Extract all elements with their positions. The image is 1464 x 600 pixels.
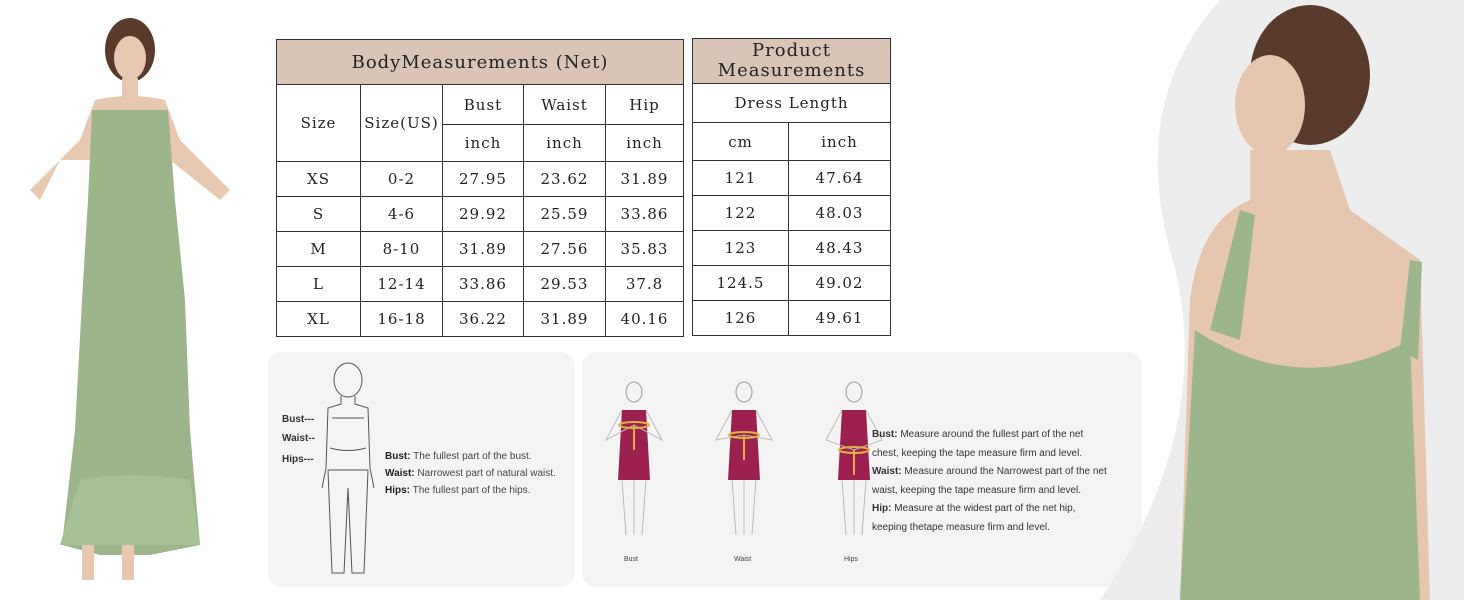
model-photo-back — [1100, 0, 1464, 600]
cell-bust: 27.95 — [442, 161, 524, 197]
cell-bust: 33.86 — [442, 266, 524, 302]
unit-waist: inch — [523, 124, 606, 162]
cell-size-us: 16-18 — [360, 301, 443, 337]
cell-size-us: 0-2 — [360, 161, 443, 197]
measuring-figure-hips: Hips — [814, 380, 894, 563]
cell-waist: 25.59 — [523, 196, 606, 232]
cell-hip: 33.86 — [604, 196, 685, 232]
guide-right-text: Bust: Measure around the fullest part of… — [872, 429, 1107, 533]
cell-inch: 48.03 — [787, 195, 892, 231]
header-size: Size — [276, 84, 361, 162]
table-row: 126 49.61 — [692, 300, 892, 336]
body-measurements-table: BodyMeasurements (Net) Size Size(US) Bus… — [275, 39, 685, 337]
cell-waist: 29.53 — [523, 266, 606, 302]
dress-figure-icon — [604, 381, 664, 536]
measuring-figure-bust: Bust — [594, 380, 674, 563]
cell-size-us: 8-10 — [360, 231, 443, 267]
cell-hip: 37.8 — [604, 266, 685, 302]
unit-cm: cm — [692, 122, 789, 161]
product-measurements-table: Product Measurements Dress Length cm inc… — [691, 38, 892, 336]
cell-size: L — [276, 266, 361, 302]
cell-bust: 29.92 — [442, 196, 524, 232]
table-row: XL 16-18 36.22 31.89 40.16 — [276, 301, 685, 337]
header-hip: Hip — [604, 84, 685, 125]
measurement-guide-left: Bust--- Waist-- Hips--- Bust: The fulles… — [268, 352, 575, 587]
cell-hip: 35.83 — [604, 231, 685, 267]
cell-inch: 47.64 — [787, 160, 892, 196]
figure-label: Waist — [734, 556, 752, 563]
cell-cm: 121 — [692, 160, 789, 196]
side-label-hips: Hips--- — [282, 454, 314, 465]
cell-inch: 49.61 — [787, 300, 892, 336]
unit-inch: inch — [787, 122, 892, 161]
dress-figure-icon — [715, 381, 773, 536]
cell-cm: 122 — [692, 195, 789, 231]
header-waist: Waist — [523, 84, 606, 125]
measuring-figure-waist: Waist — [704, 380, 784, 563]
cell-size: S — [276, 196, 361, 232]
figure-label: Bust — [624, 556, 639, 563]
unit-hip: inch — [604, 124, 685, 162]
table-row: M 8-10 31.89 27.56 35.83 — [276, 231, 685, 267]
cell-cm: 123 — [692, 230, 789, 266]
product-table-title: Product Measurements — [691, 38, 892, 84]
cell-size: M — [276, 231, 361, 267]
cell-waist: 23.62 — [523, 161, 606, 197]
cell-bust: 31.89 — [442, 231, 524, 267]
cell-hip: 40.16 — [604, 301, 685, 337]
cell-size-us: 4-6 — [360, 196, 443, 232]
model-photo-front — [30, 18, 230, 580]
header-bust: Bust — [442, 84, 524, 125]
cell-hip: 31.89 — [604, 161, 685, 197]
table-row: S 4-6 29.92 25.59 33.86 — [276, 196, 685, 232]
side-label-bust: Bust--- — [282, 414, 315, 425]
table-row: 122 48.03 — [692, 195, 892, 231]
side-label-waist: Waist-- — [282, 433, 315, 444]
table-row: 124.5 49.02 — [692, 265, 892, 301]
figure-label: Hips — [844, 556, 859, 563]
measurement-guide-right: Bust Waist Hips Bust: Measure around the… — [582, 352, 1142, 587]
cell-waist: 27.56 — [523, 231, 606, 267]
dress-figure-icon — [825, 381, 883, 536]
guide-left-text: Bust: The fullest part of the bust. Wais… — [385, 451, 556, 496]
cell-bust: 36.22 — [442, 301, 524, 337]
body-outline-figure — [321, 362, 375, 574]
header-size-us: Size(US) — [360, 84, 443, 162]
cell-size: XS — [276, 161, 361, 197]
table-row: XS 0-2 27.95 23.62 31.89 — [276, 161, 685, 197]
cell-inch: 48.43 — [787, 230, 892, 266]
unit-bust: inch — [442, 124, 524, 162]
cell-size: XL — [276, 301, 361, 337]
cell-waist: 31.89 — [523, 301, 606, 337]
cell-cm: 124.5 — [692, 265, 789, 301]
header-dress-length: Dress Length — [691, 83, 892, 123]
body-table-title: BodyMeasurements (Net) — [275, 39, 685, 85]
cell-size-us: 12-14 — [360, 266, 443, 302]
cell-cm: 126 — [692, 300, 789, 336]
table-row: L 12-14 33.86 29.53 37.8 — [276, 266, 685, 302]
table-row: 121 47.64 — [692, 160, 892, 196]
cell-inch: 49.02 — [787, 265, 892, 301]
table-row: 123 48.43 — [692, 230, 892, 266]
